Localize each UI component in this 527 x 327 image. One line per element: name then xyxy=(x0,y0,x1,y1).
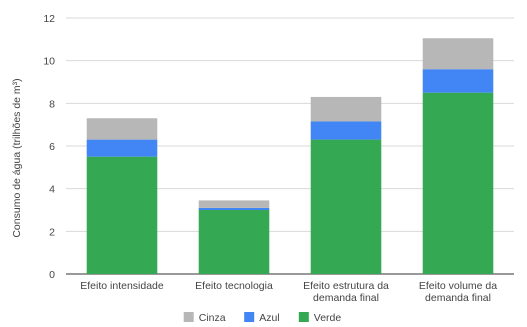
y-tick-labels: 0 2 4 6 8 10 12 xyxy=(43,13,55,281)
y-tick-label: 4 xyxy=(49,184,55,196)
bar-cinza-4 xyxy=(422,38,494,70)
bars xyxy=(86,38,494,275)
y-tick-label: 12 xyxy=(43,13,55,25)
bar-verde-4 xyxy=(422,92,494,275)
category-labels: Efeito intensidade Efeito tecnologia Efeit… xyxy=(80,280,497,304)
y-tick-label: 8 xyxy=(49,98,55,110)
category-label: Efeito tecnologia xyxy=(195,280,273,292)
y-tick-label: 6 xyxy=(49,141,55,153)
legend-swatch-azul xyxy=(244,312,255,322)
category-label: Efeito estrutura da xyxy=(303,280,389,292)
y-tick-label: 10 xyxy=(43,56,55,68)
legend-label-verde: Verde xyxy=(314,312,342,324)
bar-azul-2 xyxy=(198,207,270,210)
category-label: demanda final xyxy=(313,292,379,304)
legend: Cinza Azul Verde xyxy=(183,312,342,324)
bar-verde-1 xyxy=(86,156,158,274)
category-label: Efeito intensidade xyxy=(80,280,164,292)
bar-cinza-3 xyxy=(310,96,382,122)
bar-cinza-2 xyxy=(198,200,270,208)
bar-azul-1 xyxy=(86,139,158,157)
legend-label-azul: Azul xyxy=(259,312,279,324)
legend-swatch-cinza xyxy=(183,312,194,322)
legend-label-cinza: Cinza xyxy=(199,312,226,324)
category-label: Efeito volume da xyxy=(419,280,497,292)
bar-azul-3 xyxy=(310,121,382,140)
y-tick-label: 2 xyxy=(49,226,55,238)
y-axis-title: Consumo de água (trilhões de m³) xyxy=(11,78,23,237)
bar-azul-4 xyxy=(422,69,494,93)
category-label: demanda final xyxy=(425,292,491,304)
bar-verde-2 xyxy=(198,210,270,274)
legend-swatch-verde xyxy=(298,312,309,322)
bar-cinza-1 xyxy=(86,118,158,140)
y-tick-label: 0 xyxy=(49,269,55,281)
bar-verde-3 xyxy=(310,139,382,274)
